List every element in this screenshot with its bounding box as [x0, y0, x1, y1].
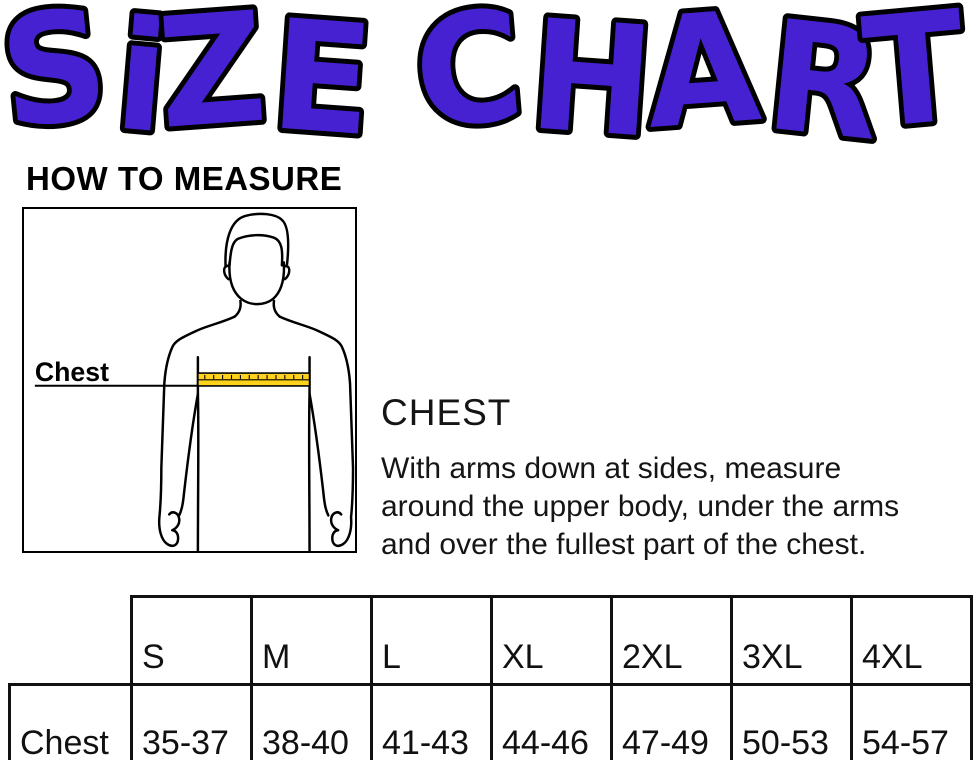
tape-tick-marks	[204, 375, 304, 380]
torso-illustration: Chest	[35, 212, 355, 551]
chest-row-label: Chest	[8, 683, 133, 760]
chest-instructions: CHEST With arms down at sides, measure a…	[381, 392, 978, 564]
size-column-header-xl: XL	[490, 595, 613, 686]
chest-body-line: and over the fullest part of the chest.	[381, 527, 867, 561]
size-table: S M L XL 2XL 3XL 4XL Chest 35-37 38-40 4…	[8, 595, 973, 760]
size-chart-title: SiZE CHART	[0, 0, 977, 152]
size-column-header-m: M	[250, 595, 373, 686]
size-column-header-2xl: 2XL	[610, 595, 733, 686]
chest-value-m: 38-40	[250, 683, 373, 760]
measurement-figure-box: Chest	[22, 207, 357, 553]
chest-value-s: 35-37	[130, 683, 253, 760]
chest-value-l: 41-43	[370, 683, 493, 760]
chest-value-2xl: 47-49	[610, 683, 733, 760]
chest-section-heading: CHEST	[381, 392, 512, 433]
chest-section-body: With arms down at sides, measure around …	[381, 450, 978, 564]
chest-value-3xl: 50-53	[730, 683, 853, 760]
size-column-header-3xl: 3XL	[730, 595, 853, 686]
size-table-header-row: S M L XL 2XL 3XL 4XL	[9, 595, 973, 686]
measuring-tape	[197, 372, 311, 387]
size-column-header-s: S	[130, 595, 253, 686]
chest-body-line: around the upper body, under the arms	[381, 489, 900, 523]
size-column-header-l: L	[370, 595, 493, 686]
chest-value-4xl: 54-57	[850, 683, 973, 760]
how-to-measure-heading: HOW TO MEASURE	[26, 160, 343, 197]
size-table-corner-cell	[9, 596, 132, 685]
size-column-header-4xl: 4XL	[850, 595, 973, 686]
chest-measurements-row: Chest 35-37 38-40 41-43 44-46 47-49 50-5…	[8, 683, 973, 760]
torso-outline	[157, 212, 355, 551]
chest-body-line: With arms down at sides, measure	[381, 451, 842, 485]
figure-chest-label: Chest	[35, 357, 109, 387]
size-chart-title-text: SiZE CHART	[0, 0, 972, 152]
chest-value-xl: 44-46	[490, 683, 613, 760]
